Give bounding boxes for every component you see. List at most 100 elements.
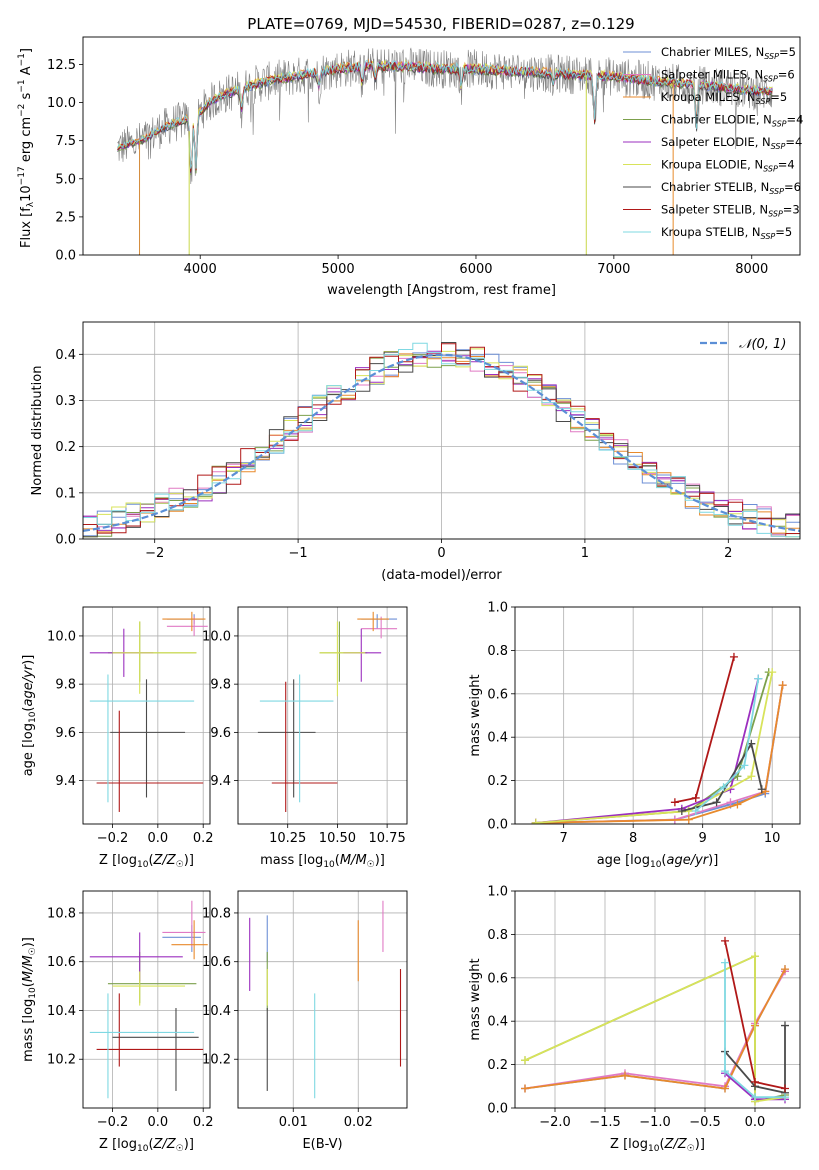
y-tick-label: 0.4 xyxy=(487,1015,508,1030)
x-axis-label: wavelength [Angstrom, rest frame] xyxy=(327,283,556,298)
x-tick-label: 5000 xyxy=(322,262,355,277)
x-tick-label: 10.25 xyxy=(269,831,306,846)
y-tick-label: 0.2 xyxy=(487,774,508,789)
x-tick-label: 1 xyxy=(581,546,589,561)
errorbars xyxy=(257,611,398,812)
x-tick-label: −1.5 xyxy=(589,1115,621,1130)
weight-series-line xyxy=(695,678,760,812)
weight-series-line xyxy=(535,671,774,824)
y-tick-label: 0.0 xyxy=(55,249,76,264)
weight-series-line xyxy=(535,678,760,824)
y-tick-label: 10.4 xyxy=(47,1004,76,1019)
x-axis-label: Z [log10(Z/Z☉)] xyxy=(99,853,194,870)
weight-point-marker xyxy=(691,806,700,815)
mass-vs-ebv-panel: 0.01 0.02 10.2 10.4 10.6 10.8 E(B-V) xyxy=(202,890,408,1152)
weight-point-marker xyxy=(721,1084,729,1093)
weight-point-marker xyxy=(521,1084,529,1093)
x-tick-label: 0.0 xyxy=(147,1115,168,1130)
legend-label: Kroupa ELODIE, NSSP=4 xyxy=(661,158,795,174)
x-tick-label: 10 xyxy=(764,831,781,846)
spectrum-lines xyxy=(117,47,773,255)
x-tick-label: −2 xyxy=(145,546,164,561)
residual-histograms xyxy=(83,342,800,538)
figure-title: PLATE=0769, MJD=54530, FIBERID=0287, z=0… xyxy=(247,15,634,33)
x-axis-label: Z [log10(Z/Z☉)] xyxy=(99,1137,194,1154)
errorbars xyxy=(89,900,208,1099)
y-tick-label: 0.0 xyxy=(487,1102,508,1117)
y-tick-label: 0.2 xyxy=(55,440,76,455)
y-axis-label: Normed distribution xyxy=(30,366,45,496)
y-tick-label: 0.2 xyxy=(487,1058,508,1073)
axes-frame xyxy=(82,321,801,540)
y-axis-label: mass [log10(M/M☉)] xyxy=(21,937,38,1062)
y-tick-label: 9.8 xyxy=(55,678,76,693)
legend-label: Salpeter STELIB, NSSP=3 xyxy=(661,203,800,219)
weight-point-marker xyxy=(531,818,540,824)
x-tick-label: 10.75 xyxy=(369,831,406,846)
x-tick-label: 8000 xyxy=(735,262,768,277)
axes-frame xyxy=(237,890,408,1109)
weight-point-marker xyxy=(781,1021,789,1030)
y-axis-label: age [log10(age/yr)] xyxy=(21,655,38,777)
mass-vs-Z-panel: −0.2 0.0 0.2 10.2 10.4 10.6 10.8 Z [log10(Z/Z☉)… xyxy=(21,890,214,1154)
residuals-panel: −2 −1 0 1 2 0.0 0.1 0.2 0.3 0.4 𝒩(0, 1) (data-model… xyxy=(30,321,801,583)
weight-point-marker xyxy=(721,958,729,967)
spectrum-model-line xyxy=(117,59,773,169)
x-axis-label: E(B-V) xyxy=(302,1137,342,1152)
y-tick-label: 12.5 xyxy=(47,58,76,73)
weight-point-marker xyxy=(684,815,693,824)
weight-point-marker xyxy=(740,761,749,770)
x-tick-label: −0.2 xyxy=(97,1115,129,1130)
x-tick-label: 7000 xyxy=(597,262,630,277)
x-tick-label: −0.5 xyxy=(689,1115,721,1130)
weight-point-marker xyxy=(768,668,777,677)
y-tick-label: 1.0 xyxy=(487,885,508,900)
y-tick-label: 0.6 xyxy=(487,687,508,702)
y-tick-label: 10.0 xyxy=(47,96,76,111)
legend-label: Salpeter MILES, NSSP=6 xyxy=(661,68,795,84)
weight-series-line xyxy=(724,962,785,1099)
spectrum-panel: 4000 5000 6000 7000 8000 0.0 2.5 5.0 7.5 10.0 12.5… xyxy=(17,36,803,298)
weight-point-marker xyxy=(751,1093,759,1102)
x-tick-label: −1 xyxy=(289,546,308,561)
legend-label-normal: 𝒩(0, 1) xyxy=(739,337,786,352)
chart-panels: 4000 5000 6000 7000 80000.02.55.07.510.012.5… xyxy=(17,36,803,1154)
weight-point-marker xyxy=(670,798,679,807)
y-tick-label: 2.5 xyxy=(55,210,76,225)
x-tick-label: 6000 xyxy=(459,262,492,277)
x-tick-label: 0 xyxy=(437,546,445,561)
y-tick-label: 10.8 xyxy=(47,906,76,921)
y-tick-label: 9.6 xyxy=(210,726,231,741)
y-tick-label: 0.0 xyxy=(487,818,508,833)
y-tick-label: 5.0 xyxy=(55,172,76,187)
weight-point-marker xyxy=(729,652,738,661)
weight-point-marker xyxy=(521,1056,529,1065)
axes-frame xyxy=(514,890,801,1109)
weight-point-marker xyxy=(747,772,756,781)
age-vs-mass-panel: 10.25 10.50 10.75 9.4 9.6 9.8 10.0 mass [log10(… xyxy=(202,606,408,870)
y-tick-label: 10.2 xyxy=(47,1053,76,1068)
y-tick-label: 7.5 xyxy=(55,134,76,149)
mass-weight-vs-age-panel: 7 8 9 10 0.0 0.2 0.4 0.6 0.8 1.0 age [log10(age/yr… xyxy=(468,601,801,870)
weight-series-line xyxy=(681,741,763,812)
weight-point-marker xyxy=(719,783,728,792)
x-tick-label: 0.0 xyxy=(745,1115,766,1130)
y-tick-label: 9.4 xyxy=(210,774,231,789)
weight-series-line xyxy=(524,954,786,1103)
weight-point-marker xyxy=(721,1067,729,1076)
y-tick-label: 1.0 xyxy=(487,601,508,616)
axes-frame xyxy=(82,606,211,825)
y-axis-label: mass weight xyxy=(468,674,483,756)
y-tick-label: 0.6 xyxy=(487,971,508,986)
y-tick-label: 0.1 xyxy=(55,486,76,501)
axes-frame xyxy=(237,606,408,825)
y-axis-label: Flux [fλ10−17 erg cm−2 s−1 A−1] xyxy=(17,48,36,248)
y-tick-label: 10.6 xyxy=(47,955,76,970)
weight-point-marker xyxy=(726,798,735,807)
weight-point-marker xyxy=(733,800,742,809)
weight-point-marker xyxy=(778,681,787,690)
weight-point-marker xyxy=(721,936,729,945)
x-axis-label: (data-model)/error xyxy=(381,568,502,583)
x-tick-label: 2 xyxy=(724,546,732,561)
